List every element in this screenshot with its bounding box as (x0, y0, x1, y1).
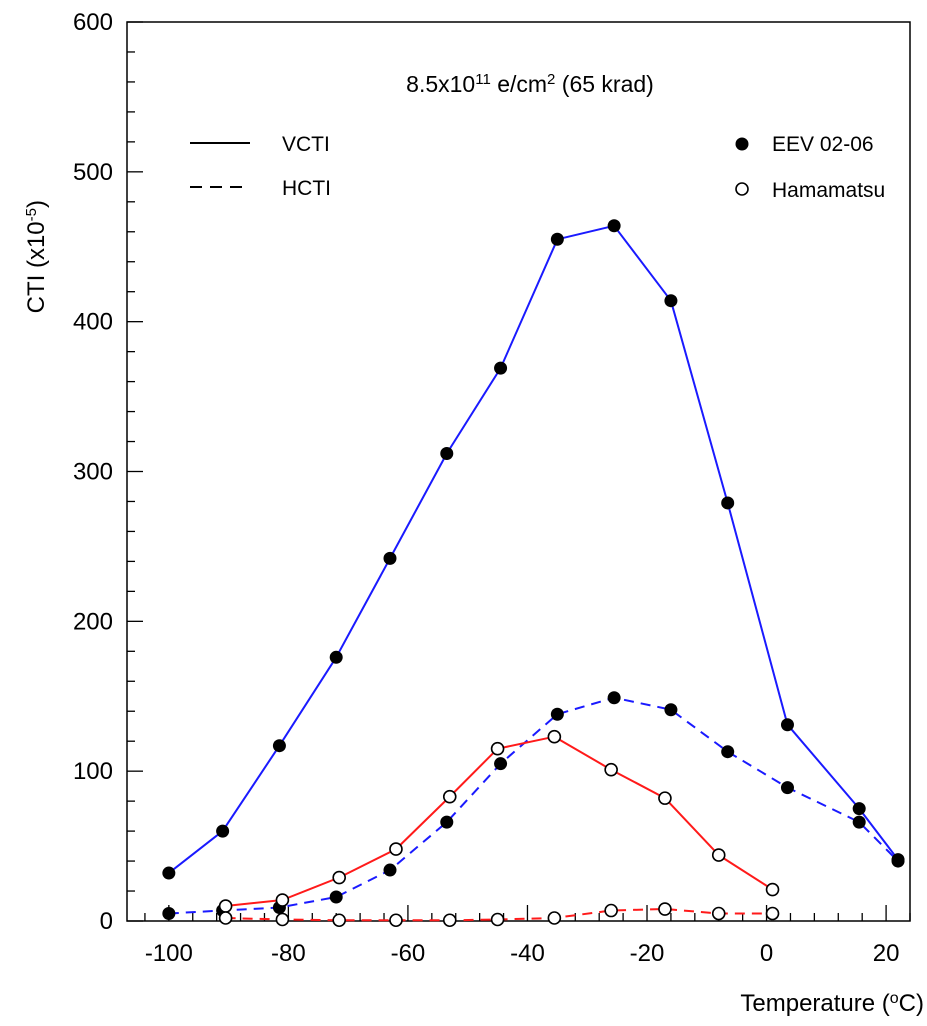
x-axis-title: Temperature (oC) (740, 990, 924, 1018)
y-tick-label: 500 (73, 159, 113, 186)
x-tick-label: 0 (760, 940, 773, 967)
legend-label-hamamatsu: Hamamatsu (772, 179, 885, 202)
hamamatsu-hcti-point (332, 913, 346, 928)
eev-vcti-line (168, 224, 899, 874)
hamamatsu-vcti-point (711, 848, 726, 862)
ticks: 0 100 200 300 400 500 600 -100 -80 -60 -40 -20 0 20 (73, 9, 911, 967)
hamamatsu-vcti-point (604, 762, 618, 777)
x-tick-label: -20 (630, 940, 665, 967)
x-tick-label: -60 (391, 940, 426, 967)
hamamatsu-vcti-point (389, 842, 403, 856)
eev-hcti-point (780, 781, 794, 795)
legend-filled-circle-marker (735, 137, 749, 151)
hamamatsu-hcti-point (547, 911, 562, 925)
eev-vcti-point (780, 718, 794, 732)
eev-vcti-point (721, 496, 735, 510)
eev-vcti-point (664, 294, 678, 308)
series (168, 224, 899, 922)
y-tick-label: 100 (73, 758, 113, 785)
hamamatsu-vcti-point (765, 882, 780, 897)
hamamatsu-hcti-point (442, 913, 457, 928)
legend-label-hcti: HCTI (282, 177, 331, 200)
x-tick-label: -80 (271, 940, 306, 967)
eev-vcti-point (440, 447, 454, 461)
markers (162, 219, 905, 928)
legend-label-eev: EEV 02-06 (772, 133, 874, 156)
hamamatsu-hcti-point (711, 906, 726, 921)
hamamatsu-hcti-point (658, 902, 672, 916)
eev-vcti-point (383, 551, 397, 565)
y-tick-label: 200 (73, 608, 113, 635)
hamamatsu-vcti-point (442, 789, 457, 804)
y-tick-label: 0 (100, 908, 113, 935)
hamamatsu-vcti-point (547, 729, 562, 744)
hamamatsu-hcti-point (275, 912, 290, 927)
x-tick-label: 20 (873, 940, 900, 967)
eev-vcti-point (162, 866, 176, 880)
eev-vcti-point (607, 219, 621, 233)
eev-hcti-point (664, 703, 678, 717)
eev-hcti-point (550, 707, 564, 721)
legend-markers: EEV 02-06 Hamamatsu (735, 133, 885, 202)
chart-annotation: 8.5x1011 e/cm2 (65 krad) (406, 71, 654, 98)
hamamatsu-hcti-point (604, 903, 618, 918)
eev-hcti-point (607, 691, 621, 705)
hamamatsu-hcti-point (490, 912, 505, 927)
x-tick-label: -100 (145, 940, 193, 967)
legend-label-vcti: VCTI (282, 133, 330, 156)
y-tick-label: 400 (73, 309, 113, 336)
eev-hcti-point (383, 863, 397, 877)
hamamatsu-vcti-point (490, 741, 505, 756)
hamamatsu-hcti-point (765, 906, 780, 921)
eev-hcti-point (721, 745, 735, 759)
eev-vcti-point (272, 739, 286, 753)
eev-hcti-point (494, 757, 508, 771)
hamamatsu-vcti-point (658, 791, 672, 805)
y-tick-label: 600 (73, 9, 113, 36)
eev-hcti-point (162, 907, 176, 921)
eev-vcti-point (329, 650, 343, 664)
legend-linestyle: VCTI HCTI (190, 133, 331, 200)
hamamatsu-hcti-point (218, 911, 233, 925)
y-axis-title: CTI (x10-5) (23, 200, 51, 313)
eev-hcti-point (440, 815, 454, 829)
eev-hcti-line (168, 696, 899, 915)
eev-vcti-point (550, 232, 564, 246)
x-tick-label: -40 (510, 940, 545, 967)
y-tick-label: 300 (73, 459, 113, 486)
hamamatsu-hcti-point (389, 913, 403, 928)
eev-vcti-point (852, 802, 866, 816)
eev-vcti-point (494, 361, 508, 375)
eev-hcti-point (852, 815, 866, 829)
eev-hcti-point (329, 890, 343, 904)
eev-hcti-point (891, 854, 905, 868)
hamamatsu-vcti-point (275, 893, 290, 907)
legend-open-circle-marker (735, 182, 749, 196)
eev-vcti-point (216, 824, 230, 838)
hamamatsu-vcti-point (218, 899, 233, 913)
hamamatsu-vcti-point (332, 870, 346, 885)
